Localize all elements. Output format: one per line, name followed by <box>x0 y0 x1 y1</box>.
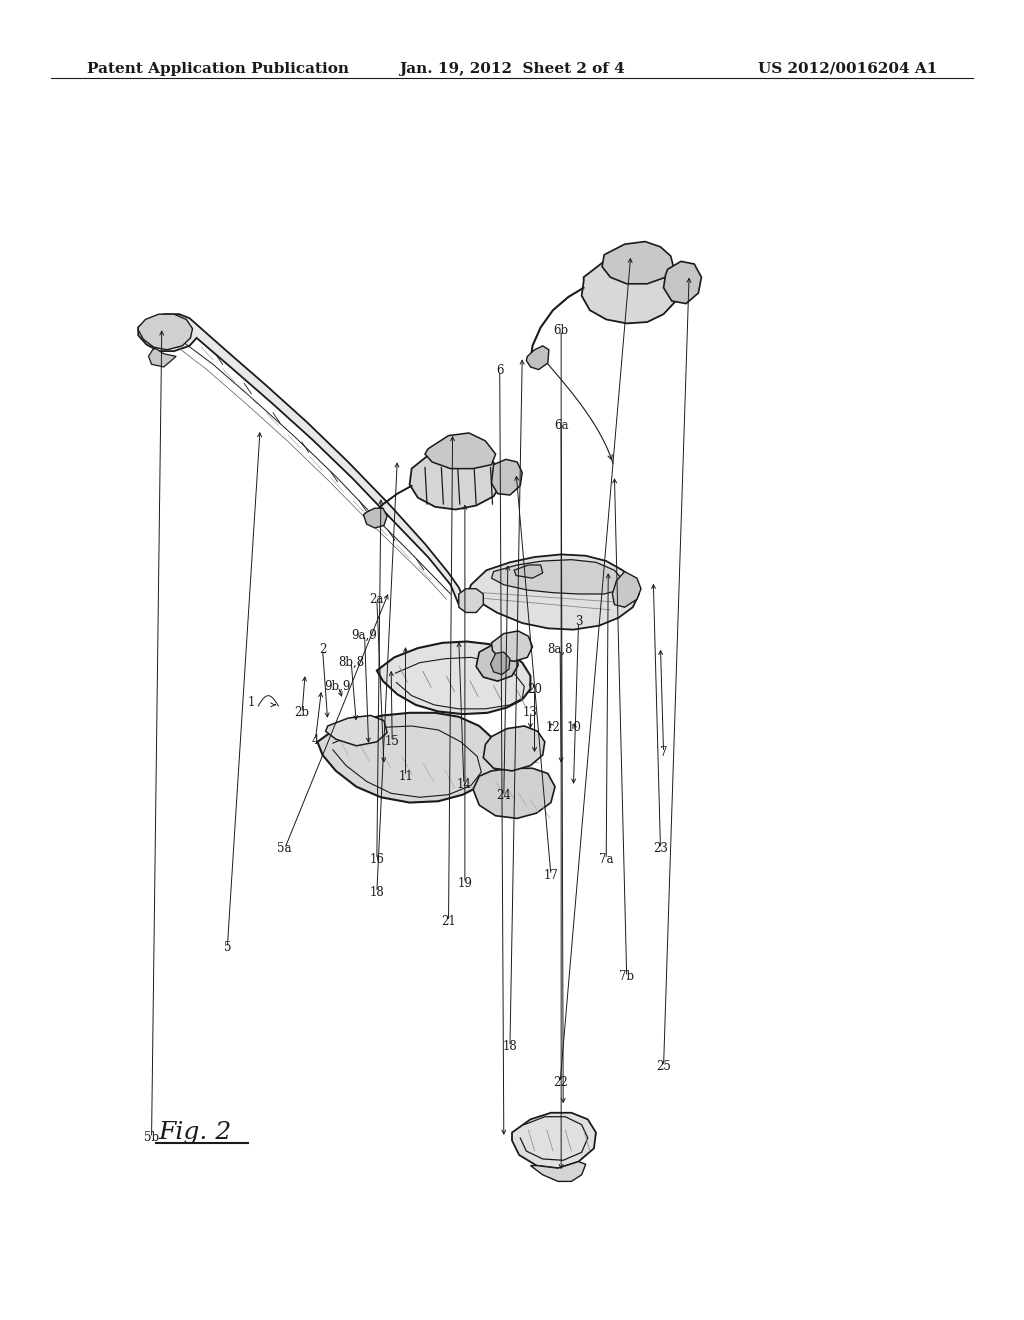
Text: 9a,9: 9a,9 <box>351 628 378 642</box>
Text: 24: 24 <box>497 789 511 803</box>
Polygon shape <box>425 433 496 469</box>
Text: 7a: 7a <box>599 853 613 866</box>
Text: 16: 16 <box>370 853 384 866</box>
Text: 18: 18 <box>370 886 384 899</box>
Polygon shape <box>476 644 518 681</box>
Text: 9b,9: 9b,9 <box>325 680 351 693</box>
Text: Jan. 19, 2012  Sheet 2 of 4: Jan. 19, 2012 Sheet 2 of 4 <box>399 62 625 75</box>
Text: Patent Application Publication: Patent Application Publication <box>87 62 349 75</box>
Text: 20: 20 <box>527 682 542 696</box>
Polygon shape <box>492 631 532 661</box>
Text: US 2012/0016204 A1: US 2012/0016204 A1 <box>758 62 937 75</box>
Polygon shape <box>138 314 193 350</box>
Text: 7: 7 <box>659 746 668 759</box>
Polygon shape <box>530 1162 586 1181</box>
Text: 19: 19 <box>458 876 472 890</box>
Polygon shape <box>512 1113 596 1168</box>
Polygon shape <box>469 554 639 630</box>
Text: 3: 3 <box>574 615 583 628</box>
Text: Fig. 2: Fig. 2 <box>159 1121 232 1144</box>
Text: 2a: 2a <box>370 593 384 606</box>
Text: 2b: 2b <box>295 706 309 719</box>
Text: 21: 21 <box>441 915 456 928</box>
Polygon shape <box>138 314 483 610</box>
Polygon shape <box>473 768 555 818</box>
Text: 17: 17 <box>544 869 558 882</box>
Text: 15: 15 <box>385 735 399 748</box>
Polygon shape <box>602 242 674 284</box>
Text: 10: 10 <box>567 721 582 734</box>
Polygon shape <box>526 346 549 370</box>
Text: 5a: 5a <box>278 842 292 855</box>
Polygon shape <box>514 565 543 578</box>
Text: 18: 18 <box>503 1040 517 1053</box>
Text: 2: 2 <box>318 643 327 656</box>
Text: 1: 1 <box>247 696 255 709</box>
Text: 11: 11 <box>398 770 413 783</box>
Polygon shape <box>364 508 387 528</box>
Polygon shape <box>492 459 522 495</box>
Polygon shape <box>483 726 545 771</box>
Polygon shape <box>410 449 502 510</box>
Text: 22: 22 <box>553 1076 567 1089</box>
Polygon shape <box>492 560 625 594</box>
Text: 6b: 6b <box>554 323 568 337</box>
Text: 6a: 6a <box>554 418 568 432</box>
Text: 8a,8: 8a,8 <box>548 643 572 656</box>
Text: 12: 12 <box>546 721 560 734</box>
Polygon shape <box>582 255 681 323</box>
Polygon shape <box>664 261 701 304</box>
Text: 7b: 7b <box>620 970 634 983</box>
Text: 4: 4 <box>311 734 319 747</box>
Polygon shape <box>148 348 176 367</box>
Text: 8b,8: 8b,8 <box>338 656 365 669</box>
Text: 25: 25 <box>656 1060 671 1073</box>
Text: 6: 6 <box>496 364 504 378</box>
Polygon shape <box>459 589 483 612</box>
Text: 23: 23 <box>653 842 668 855</box>
Text: 13: 13 <box>523 706 538 719</box>
Polygon shape <box>612 572 641 607</box>
Polygon shape <box>317 713 500 803</box>
Text: 5: 5 <box>223 941 231 954</box>
Text: 14: 14 <box>457 777 471 791</box>
Text: 5b: 5b <box>144 1131 159 1144</box>
Polygon shape <box>326 715 387 746</box>
Polygon shape <box>490 652 510 675</box>
Polygon shape <box>377 642 530 714</box>
